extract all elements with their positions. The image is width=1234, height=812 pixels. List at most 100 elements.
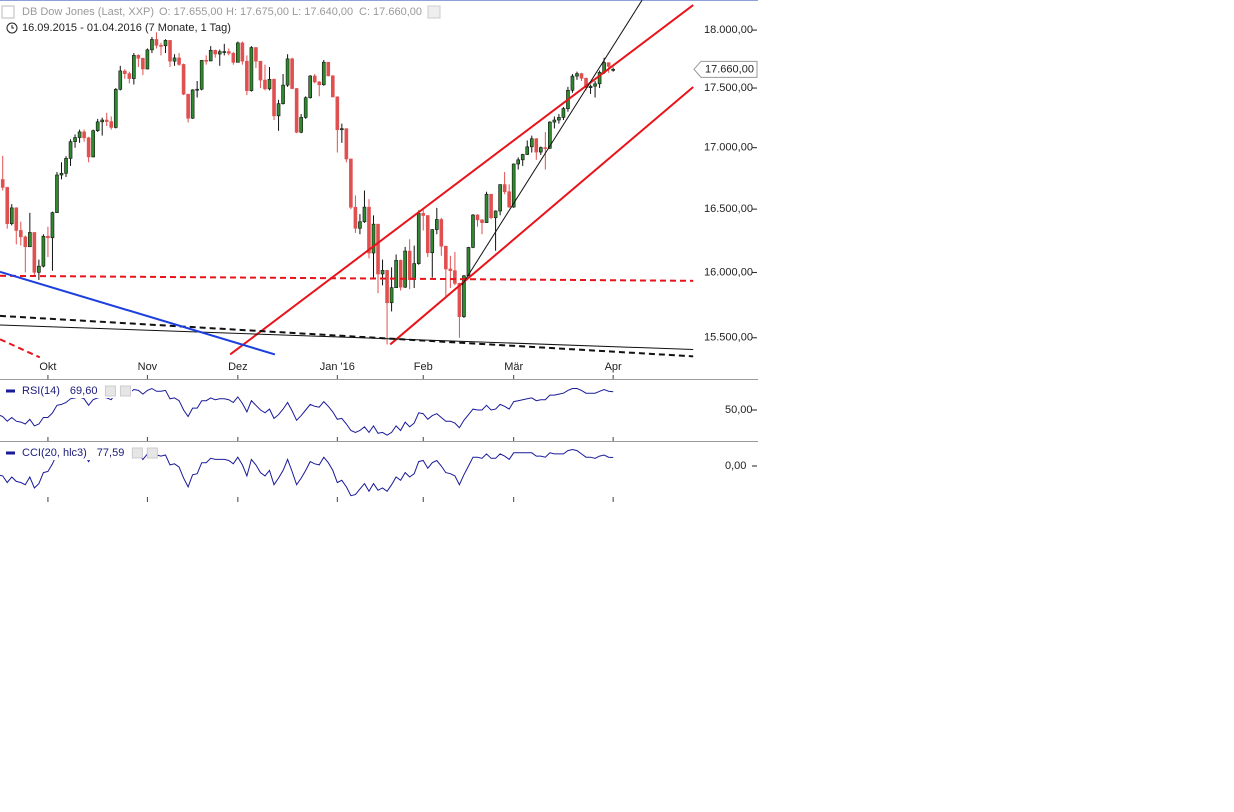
candle [172, 54, 177, 66]
x-tick-label: Okt [39, 361, 56, 373]
candle-body [213, 49, 218, 55]
indicator-settings[interactable] [104, 385, 116, 397]
candle-body [59, 172, 64, 176]
overlay: DB Dow Jones (Last, XXP) O: 17.655,00 H:… [1, 5, 441, 34]
indicator-settings[interactable] [131, 447, 143, 459]
candle [475, 214, 480, 227]
candle [263, 64, 267, 91]
candle [136, 54, 141, 67]
candle [593, 81, 597, 98]
trendline [0, 270, 276, 356]
candle [331, 75, 335, 98]
y-tick-label: 17.000,00 [704, 142, 753, 154]
candle-body [575, 73, 579, 77]
candle-body [611, 69, 615, 71]
candle [611, 67, 615, 72]
candle [240, 41, 245, 65]
candle [358, 214, 362, 235]
quote-low: L: 17.640,00 [292, 6, 353, 18]
candle-body [46, 235, 50, 239]
candle [217, 49, 222, 66]
candle [95, 118, 100, 133]
candle-body [444, 245, 448, 270]
candle-body [177, 57, 181, 65]
candle-body [245, 60, 249, 91]
candle [525, 140, 530, 155]
candle [123, 69, 127, 79]
candle [516, 157, 520, 170]
candle-body [412, 263, 416, 280]
candle-body [457, 283, 462, 317]
candle [294, 88, 299, 134]
candle-body [127, 73, 132, 79]
candle [37, 259, 41, 280]
candle [19, 221, 23, 246]
candle [159, 42, 163, 56]
candle-body [73, 137, 77, 142]
candle-body [37, 265, 41, 273]
settings-icon[interactable] [427, 5, 441, 19]
candle [276, 99, 281, 131]
candle-body [312, 75, 317, 83]
quote-open: O: 17.655,00 [159, 6, 223, 18]
candle-body [421, 213, 426, 216]
candle [100, 117, 104, 136]
indicator-close[interactable] [119, 385, 131, 397]
candle [376, 223, 380, 294]
candle [254, 47, 258, 69]
candle [398, 259, 403, 291]
candle [303, 96, 308, 119]
candle [86, 136, 91, 163]
candle [213, 49, 218, 58]
candle-body [331, 75, 335, 98]
instrument-title: DB Dow Jones (Last, XXP) [22, 6, 154, 18]
candle [308, 75, 312, 99]
candle [444, 245, 448, 299]
candle [344, 128, 349, 163]
candle-body [285, 58, 290, 86]
candle-body [489, 193, 493, 219]
indicator-legend-bg [0, 384, 132, 398]
candle-body [498, 184, 502, 212]
trendline [0, 314, 694, 358]
candle [236, 41, 240, 63]
candle [46, 226, 50, 258]
candle [290, 57, 294, 90]
x-tick-label: Dez [228, 361, 248, 373]
price-plot [0, 0, 694, 359]
candle-body [371, 223, 376, 254]
indicator-close[interactable] [146, 447, 158, 459]
y-tick-label: 17.500,00 [704, 82, 753, 94]
candle [511, 163, 516, 208]
candle [204, 55, 208, 65]
candle [507, 184, 511, 208]
candle [150, 36, 154, 54]
clock-icon [6, 22, 18, 34]
candle [539, 146, 543, 155]
candle-body [606, 62, 611, 67]
candle [231, 51, 236, 65]
candle-body [529, 138, 534, 148]
candle [113, 88, 118, 129]
candle-body [557, 117, 561, 121]
candle-body [294, 88, 299, 133]
candle-body [132, 55, 136, 79]
trendline [0, 338, 41, 359]
candle-body [403, 250, 407, 288]
x-tick-label: Mär [504, 361, 523, 373]
candle-body [299, 117, 303, 133]
candle-body [543, 147, 548, 149]
candle-body [525, 146, 530, 155]
candle [82, 129, 86, 142]
x-tick-label: Nov [138, 361, 158, 373]
candle [118, 65, 123, 91]
candle-body [118, 70, 123, 90]
candle-body [199, 60, 204, 90]
candle-body [181, 64, 186, 95]
candle [484, 191, 489, 223]
candle [186, 93, 190, 123]
candle [448, 255, 453, 288]
candle-body [353, 206, 358, 229]
candle [425, 215, 430, 258]
candle-body [254, 47, 258, 62]
